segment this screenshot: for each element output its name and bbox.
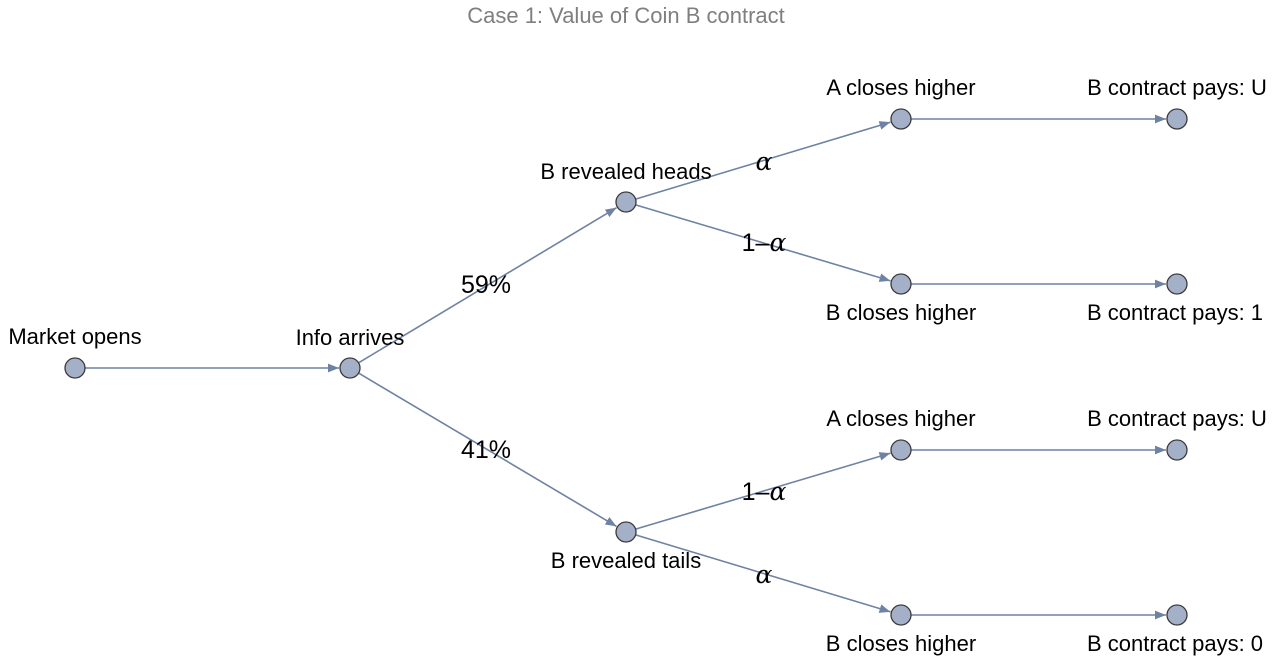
edge-label-info-arrives-to-b-revealed-tails: 41% [461,436,511,464]
node-payout-heads-b [1166,273,1188,295]
node-tails-a-closes-higher [890,439,912,461]
node-label-payout-heads-a: B contract pays: U [1087,75,1267,100]
edge-b-revealed-tails-to-tails-a-closes-higher [635,452,891,530]
edge-label-b-revealed-tails-to-tails-a-closes-higher: 1–α [742,477,787,506]
node-label-b-revealed-heads: B revealed heads [540,159,711,184]
node-label-tails-b-closes-higher: B closes higher [826,631,976,656]
node-label-b-revealed-tails: B revealed tails [551,548,701,573]
edge-b-revealed-tails-to-tails-b-closes-higher [635,534,891,613]
edge-label-b-revealed-heads-to-heads-b-closes-higher: 1–α [742,228,787,257]
node-label-info-arrives: Info arrives [296,325,405,350]
node-payout-tails-b [1166,604,1188,626]
edge-b-revealed-heads-to-heads-a-closes-higher [635,121,891,200]
node-label-payout-heads-b: B contract pays: 1 [1087,300,1263,325]
edges-layer [85,114,1166,620]
node-heads-a-closes-higher [890,108,912,130]
edge-info-arrives-to-b-revealed-tails [358,372,617,528]
node-label-payout-tails-a: B contract pays: U [1087,406,1267,431]
node-label-heads-a-closes-higher: A closes higher [826,75,975,100]
node-tails-b-closes-higher [890,604,912,626]
node-market-opens [64,357,86,379]
edge-labels-layer: 59% 41% α 1–α 1–α α [461,147,786,589]
diagram-title: Case 1: Value of Coin B contract [467,3,785,28]
edge-label-b-revealed-heads-to-heads-a-closes-higher: α [756,147,773,176]
node-labels-layer: Market opens Info arrives B revealed heads… [8,75,1267,656]
node-label-heads-b-closes-higher: B closes higher [826,300,976,325]
edge-label-b-revealed-tails-to-tails-b-closes-higher: α [756,560,773,589]
node-payout-tails-a [1166,439,1188,461]
node-info-arrives [339,357,361,379]
node-label-tails-a-closes-higher: A closes higher [826,406,975,431]
edge-info-arrives-to-b-revealed-heads [358,206,617,364]
nodes-layer [64,108,1188,626]
edge-b-revealed-heads-to-heads-b-closes-higher [635,204,891,282]
node-label-payout-tails-b: B contract pays: 0 [1087,631,1263,656]
node-label-market-opens: Market opens [8,324,141,349]
node-payout-heads-a [1166,108,1188,130]
node-heads-b-closes-higher [890,273,912,295]
node-b-revealed-tails [615,521,637,543]
edge-label-info-arrives-to-b-revealed-heads: 59% [461,271,511,299]
node-b-revealed-heads [615,191,637,213]
